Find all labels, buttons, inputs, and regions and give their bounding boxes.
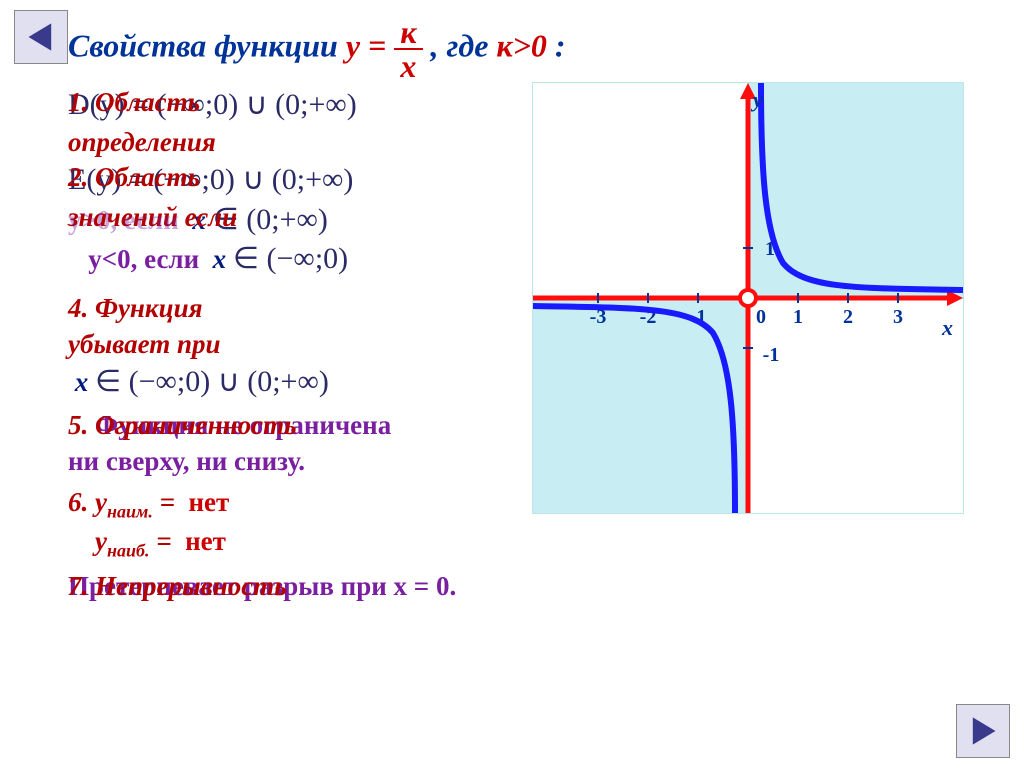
prop6a-eq: = [160, 487, 175, 517]
prop7-label: 7. Непрерывность [68, 570, 287, 604]
nav-forward-button[interactable] [956, 704, 1010, 758]
prop6a-sub: наим. [107, 502, 153, 522]
prop6b-sub: наиб. [107, 541, 150, 561]
prop3b-int: ∈ (−∞;0) [233, 242, 348, 275]
title-fraction: к х [394, 16, 422, 82]
frac-den: х [394, 50, 422, 82]
prop4-label2: убывает при [68, 328, 548, 362]
property-2: E(у) = (−∞;0) ∪ (0;+∞) 2. Область [68, 161, 548, 199]
title-lead: Свойства функции [68, 27, 338, 63]
svg-text:1: 1 [793, 306, 803, 328]
slide-title: Свойства функции у = к х , где к>0 : [68, 16, 964, 82]
title-colon: : [555, 27, 566, 63]
prop4-interval: х ∈ (−∞;0) ∪ (0;+∞) [68, 363, 548, 401]
svg-text:3: 3 [893, 306, 903, 328]
hyperbola-chart: -3 -2 -1 0 1 2 3 1 -1 у х [532, 82, 964, 514]
property-6b: унаиб. = нет [68, 525, 548, 562]
y-axis-label: у [753, 87, 763, 113]
prop2-label: 2. Область [68, 161, 200, 195]
prop6b-eq: = [156, 526, 171, 556]
triangle-right-icon [966, 714, 1000, 748]
prop6b-val: нет [185, 526, 226, 556]
property-3b: у<0, если х ∈ (−∞;0) [68, 240, 548, 278]
property-1: D(у) = (−∞;0) ∪ (0;+∞) 1. Область [68, 86, 548, 124]
prop4-label1: 4. Функция [68, 292, 548, 326]
prop1-label: 1. Область [68, 86, 200, 120]
property-3: значений если y>0, если х ∈ (0;+∞) [68, 201, 548, 239]
prop5-label: 5. Ограниченность [68, 409, 296, 443]
svg-text:-1: -1 [763, 344, 780, 366]
property-5: Функция не ограничена 5. Ограниченность [68, 409, 548, 443]
prop4-x: х [75, 367, 89, 397]
frac-num: к [394, 16, 422, 50]
x-axis-label: х [942, 315, 953, 341]
title-tail: , где [431, 27, 489, 63]
svg-text:2: 2 [843, 306, 853, 328]
prop6a-y: 6. у [68, 487, 107, 517]
chart-svg: -3 -2 -1 0 1 2 3 1 -1 [533, 83, 963, 513]
prop1-label2: определения [68, 126, 548, 160]
prop5-text2: ни сверху, ни снизу. [68, 445, 548, 479]
properties-list: D(у) = (−∞;0) ∪ (0;+∞) 1. Область опреде… [68, 84, 548, 606]
prop3b-ylt: у<0, если [88, 244, 199, 274]
triangle-left-icon [24, 20, 58, 54]
property-7: 7. Непрерывность Претерпевает разрыв при… [68, 570, 548, 604]
title-cond: к>0 [496, 27, 546, 63]
prop4-int: ∈ (−∞;0) ∪ (0;+∞) [95, 365, 329, 398]
prop6b-y: у [95, 526, 107, 556]
svg-text:0: 0 [756, 306, 766, 328]
title-yeq: у = [346, 27, 386, 63]
property-6a: 6. унаим. = нет [68, 486, 548, 523]
prop3b-x: х [213, 244, 227, 274]
prop6a-val: нет [188, 487, 229, 517]
prop3-ygt: y>0, если [68, 205, 179, 235]
slide-content: Свойства функции у = к х , где к>0 : [60, 10, 964, 758]
